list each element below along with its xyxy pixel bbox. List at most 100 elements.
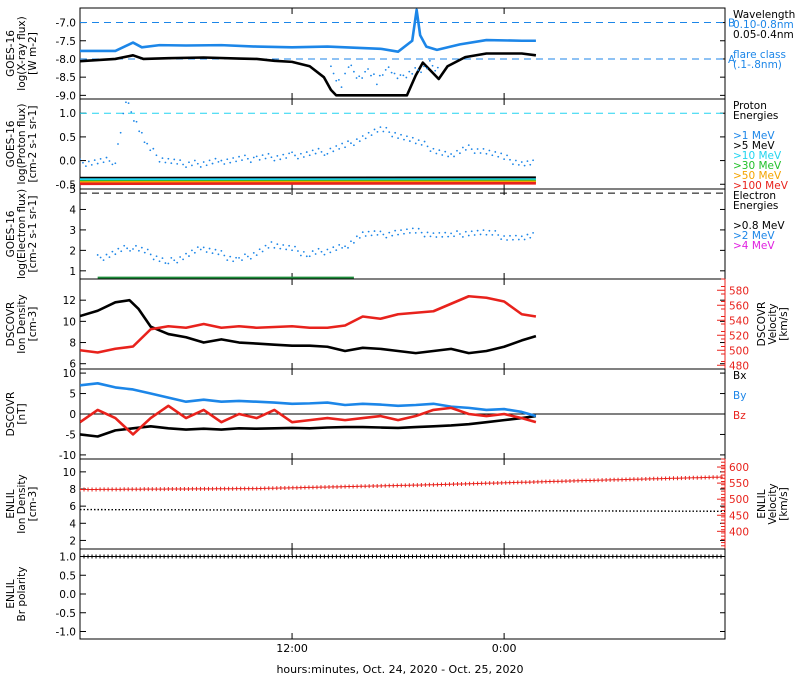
series-velocity-mark — [286, 485, 291, 490]
series-velocity-mark — [707, 475, 712, 480]
series-br-polarity-mark — [358, 554, 363, 559]
series-br-polarity-mark — [462, 554, 467, 559]
series--2-mev-mark — [326, 248, 329, 251]
series-br-polarity-mark — [94, 554, 99, 559]
y-axis-label: [cm-2 s-1 sr-1] — [27, 196, 39, 273]
series--1-mev-mark — [379, 126, 382, 128]
series-blue-mark — [361, 77, 364, 79]
series--1-mev-mark — [358, 140, 361, 143]
series--1-mev-mark — [355, 138, 358, 141]
y-axis-label: [cm-3] — [27, 307, 39, 342]
series-velocity-mark — [258, 486, 263, 491]
panel-electron: 1 2 3 4 5 GOES-16 log(Electron flux) [cm-2 s-1 … — [5, 184, 785, 280]
series--1-mev-mark — [464, 149, 467, 151]
series--1-mev-mark — [414, 142, 417, 145]
series--1-mev-mark — [450, 153, 452, 155]
series-velocity-mark — [671, 476, 676, 481]
series-velocity-mark — [459, 481, 464, 486]
series--1-mev-mark — [338, 147, 341, 150]
series-br-polarity-mark — [250, 554, 255, 559]
series-velocity-mark — [639, 477, 644, 482]
series-blue-mark — [347, 66, 350, 69]
series--1-mev-mark — [367, 131, 370, 134]
series--1-mev-mark — [111, 163, 114, 166]
series--2-mev-mark — [426, 231, 429, 234]
series-group — [80, 101, 536, 186]
series-br-polarity-mark — [442, 554, 447, 559]
series-velocity-mark — [391, 483, 396, 488]
series-br-polarity-mark — [314, 554, 319, 559]
series--1-mev-mark — [291, 151, 293, 154]
series-br-polarity-mark — [198, 554, 203, 559]
series--1-mev-mark — [255, 155, 258, 158]
series--1-mev-mark — [226, 158, 229, 161]
series--1-mev-mark — [138, 130, 141, 133]
series-velocity-mark — [363, 484, 368, 489]
series-velocity-mark — [262, 486, 267, 491]
series--2-mev-mark — [485, 233, 488, 236]
series-group — [80, 554, 723, 559]
series-velocity-mark — [218, 486, 223, 491]
series-velocity-mark — [608, 477, 613, 482]
series--2-mev-mark — [241, 259, 243, 262]
series--2-mev-mark — [143, 251, 146, 254]
series--1-mev-mark — [423, 140, 426, 143]
series-br-polarity-mark — [630, 554, 635, 559]
y-tick-label: 2 — [69, 535, 76, 547]
series--2-mev-mark — [152, 258, 155, 261]
series--2-mev-mark — [202, 246, 205, 249]
series--1-mev-mark — [140, 131, 143, 134]
series--1-mev-mark — [161, 157, 164, 160]
series-br-polarity-mark — [86, 554, 91, 559]
series--1-mev-mark — [223, 163, 226, 165]
right-axis-label: Velocity — [767, 483, 779, 524]
series-velocity-mark — [576, 478, 581, 483]
series-velocity-mark — [154, 487, 159, 492]
series-br-polarity-mark — [538, 554, 543, 559]
series--1-mev-mark — [191, 164, 193, 167]
series-velocity-mark — [122, 487, 127, 492]
series-velocity-mark — [483, 481, 488, 486]
series--2-mev-mark — [411, 227, 414, 230]
series-br-polarity-mark — [394, 554, 399, 559]
series--2-mev-mark — [491, 234, 494, 236]
series--2-mev-mark — [217, 253, 220, 256]
series-br-polarity-mark — [554, 554, 559, 559]
series--2-mev-mark — [232, 260, 235, 263]
series--1-mev-mark — [252, 156, 255, 159]
y-axis-label: [cm-2 s-1 sr-1] — [27, 106, 39, 183]
series--1-mev-mark — [456, 149, 458, 152]
series-br-polarity-mark — [646, 554, 651, 559]
series-br-polarity-mark — [398, 554, 403, 559]
series-br-polarity-mark — [426, 554, 431, 559]
series--1-mev-mark — [341, 142, 344, 145]
series--1-mev-mark — [494, 151, 497, 153]
right-axis-label: [km/s] — [778, 307, 790, 341]
series-velocity-mark — [230, 486, 235, 491]
legend-entry: Bx — [733, 370, 746, 382]
series--2-mev-mark — [335, 249, 338, 252]
series-br-polarity-mark — [434, 554, 439, 559]
series-blue-mark — [423, 65, 425, 68]
series--2-mev-mark — [170, 256, 173, 259]
series--1-mev-mark — [270, 156, 273, 159]
series-br-polarity-mark — [678, 554, 683, 559]
series-velocity-mark — [491, 481, 496, 486]
series--2-mev-mark — [444, 231, 447, 234]
series-br-polarity-mark — [698, 554, 703, 559]
reference-line-label: B — [728, 18, 735, 30]
series--1-mev-mark — [438, 149, 441, 152]
series-br-polarity-mark — [410, 554, 415, 559]
series-br-polarity-mark — [118, 554, 123, 559]
series-density-line — [80, 298, 537, 355]
series-br-polarity-mark — [446, 554, 451, 559]
series--2-mev-mark — [456, 230, 458, 232]
series--1-mev-mark — [108, 160, 111, 162]
series-br-polarity-mark — [574, 554, 579, 559]
series-br-polarity-mark — [270, 554, 275, 559]
series-blue-mark — [335, 79, 338, 82]
series-velocity-mark — [238, 486, 243, 491]
legend-entry: By — [733, 390, 746, 402]
series-velocity-mark — [383, 483, 388, 488]
legend-entry: >1 MeV — [733, 130, 775, 142]
